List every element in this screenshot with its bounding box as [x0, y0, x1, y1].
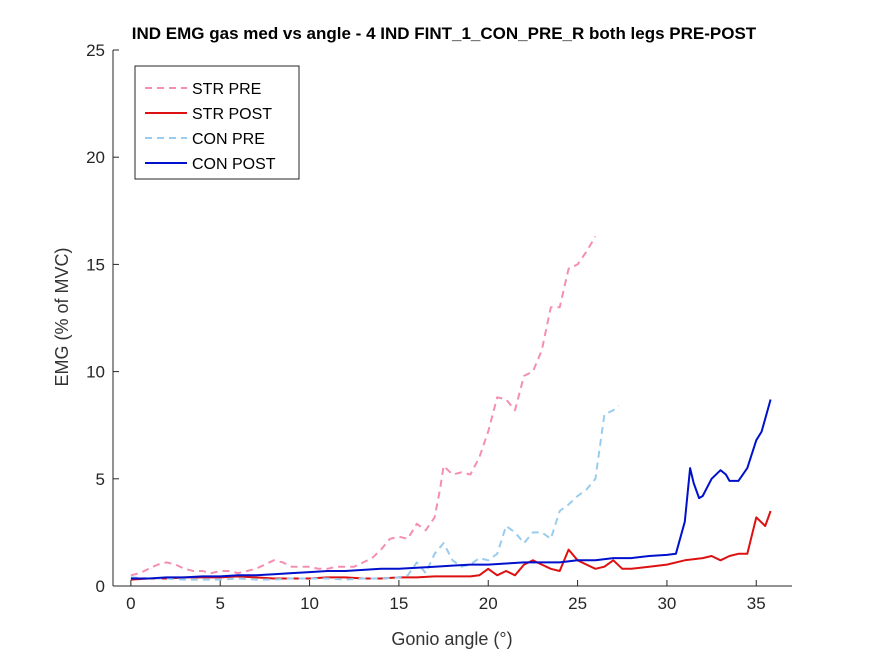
axes: 0 5 10 15 20 25 30 35 0 5 10 15 20 25 — [86, 41, 792, 613]
x-tick-label: 30 — [657, 594, 676, 613]
x-tick-label: 0 — [126, 594, 135, 613]
series-line-str-pre — [130, 235, 597, 577]
legend: STR PRE STR POST CON PRE CON POST — [134, 65, 300, 180]
legend-label-con-pre: CON PRE — [192, 131, 265, 148]
series-line-con-post — [130, 399, 772, 580]
series-line-con-pre — [130, 405, 620, 581]
legend-label-str-pre: STR PRE — [192, 81, 261, 98]
legend-label-str-post: STR POST — [192, 106, 272, 123]
x-tick-label: 20 — [479, 594, 498, 613]
x-tick-label: 35 — [747, 594, 766, 613]
chart-title: IND EMG gas med vs angle - 4 IND FINT_1_… — [132, 24, 757, 43]
legend-box — [134, 65, 300, 180]
x-tick-label: 15 — [389, 594, 408, 613]
x-tick-label: 25 — [568, 594, 587, 613]
y-tick-label: 25 — [86, 41, 105, 60]
series-lines — [130, 235, 772, 581]
x-axis-label: Gonio angle (°) — [391, 629, 512, 649]
y-tick-label: 5 — [96, 470, 105, 489]
x-tick-label: 10 — [300, 594, 319, 613]
y-tick-label: 0 — [96, 577, 105, 596]
x-tick-label: 5 — [215, 594, 224, 613]
y-axis-label: EMG (% of MVC) — [52, 247, 72, 386]
y-tick-label: 10 — [86, 363, 105, 382]
legend-label-con-post: CON POST — [192, 156, 276, 173]
y-tick-label: 15 — [86, 255, 105, 274]
y-tick-label: 20 — [86, 148, 105, 167]
